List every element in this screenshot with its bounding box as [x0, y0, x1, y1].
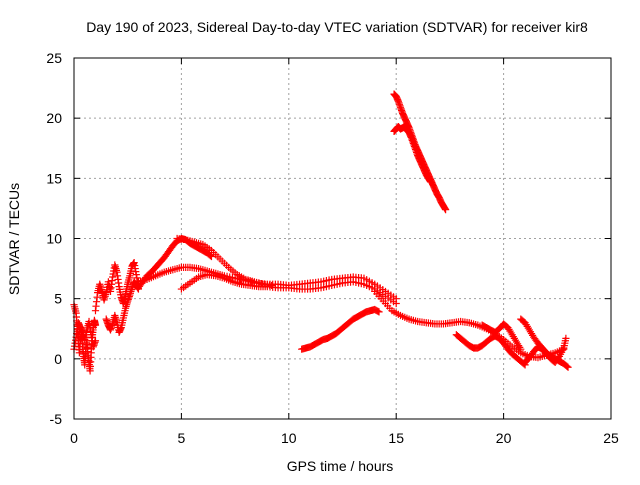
data-point [563, 362, 571, 370]
y-tick-label: 0 [54, 351, 62, 367]
data-point [320, 277, 328, 285]
data-point [426, 178, 435, 186]
data-point [392, 299, 400, 308]
data-point [349, 278, 357, 286]
x-axis-label: GPS time / hours [287, 458, 394, 474]
data-point [206, 252, 214, 260]
series-sat-track-i [390, 90, 450, 214]
y-tick-label: 5 [54, 291, 62, 307]
x-tick-label: 5 [178, 430, 186, 446]
data-point [322, 283, 330, 291]
x-tick-label: 0 [70, 430, 78, 446]
y-tick-label: 25 [46, 50, 62, 66]
y-tick-label: 15 [46, 170, 62, 186]
data-point [322, 277, 330, 285]
data-point [374, 307, 382, 315]
y-axis-label: SDTVAR / TECUs [6, 183, 22, 295]
grid-layer [74, 58, 611, 419]
data-point [328, 281, 336, 290]
chart-title: Day 190 of 2023, Sidereal Day-to-day VTE… [86, 19, 588, 35]
data-point [562, 334, 570, 342]
series-sat-track-b [70, 317, 100, 353]
data-point [317, 278, 325, 286]
series-sat-track-h [298, 305, 383, 353]
x-tick-label: 25 [603, 430, 619, 446]
data-point [91, 321, 100, 329]
series-sat-track-l [452, 331, 529, 369]
data-point [268, 281, 276, 290]
series-sat-track-m [478, 320, 525, 353]
series-sat-track-j [390, 122, 435, 186]
data-layer [70, 90, 572, 375]
data-point [375, 308, 383, 316]
data-point [363, 281, 371, 290]
data-point [91, 337, 100, 345]
x-tick-label: 20 [496, 430, 512, 446]
axis-layer: 0 5 10 15 20 25 -5 0 5 10 15 20 25 [46, 50, 619, 446]
data-point [368, 284, 376, 292]
series-sat-track-o [521, 334, 570, 367]
data-point [352, 278, 360, 287]
data-point [207, 252, 216, 261]
data-point [336, 280, 344, 288]
data-point [325, 276, 333, 284]
y-tick-label: -5 [50, 411, 63, 427]
y-tick-label: 10 [46, 231, 62, 247]
data-point [320, 283, 328, 291]
y-tick-label: 20 [46, 110, 62, 126]
data-point [442, 206, 450, 214]
data-point [357, 280, 365, 288]
data-point [330, 281, 339, 289]
data-point [333, 280, 341, 288]
series-sat-track-g [173, 234, 276, 290]
series-sat-track-d [102, 278, 143, 336]
x-tick-label: 15 [388, 430, 404, 446]
data-point [325, 282, 333, 290]
data-point [134, 285, 143, 293]
data-point [517, 345, 525, 353]
data-point [360, 280, 368, 288]
x-tick-label: 10 [281, 430, 297, 446]
data-point [355, 279, 363, 287]
data-point [317, 284, 325, 292]
data-point [365, 283, 373, 291]
series-sat-track-f [177, 271, 400, 308]
data-point [564, 363, 572, 371]
